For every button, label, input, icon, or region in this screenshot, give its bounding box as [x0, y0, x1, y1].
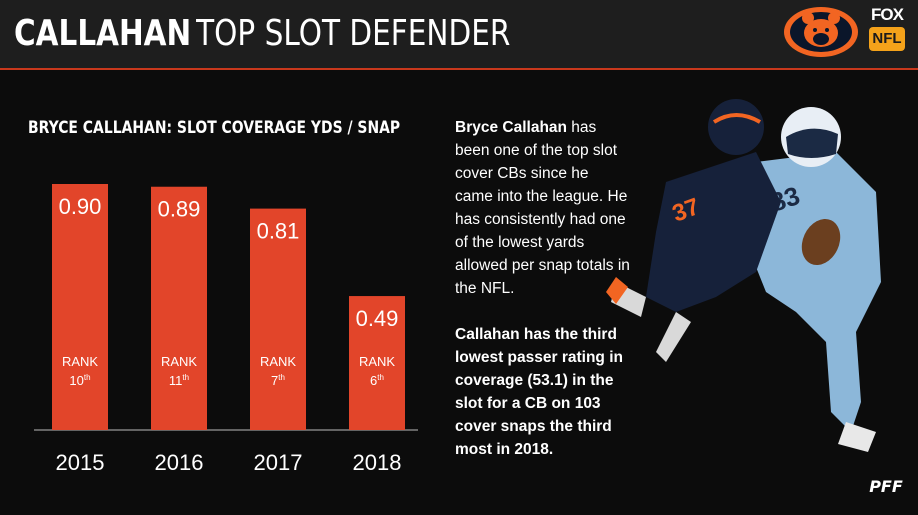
page-title: CALLAHAN TOP SLOT DEFENDER — [14, 14, 510, 54]
fox-logo-text: FOX — [871, 5, 904, 24]
value-label-2015: 0.90 — [59, 194, 102, 219]
nfl-logo-text: NFL — [869, 27, 905, 51]
description-player-name: Bryce Callahan — [455, 119, 567, 136]
bears-logo — [784, 7, 858, 57]
value-label-2017: 0.81 — [257, 219, 300, 244]
bar-chart: 0.90RANK10th20150.89RANK11th20160.81RANK… — [34, 184, 418, 475]
bar-2017 — [250, 208, 306, 430]
players-photo: 83 37 — [606, 99, 881, 452]
category-label-2015: 2015 — [56, 450, 105, 475]
value-label-2016: 0.89 — [158, 197, 201, 222]
title-subtitle: TOP SLOT DEFENDER — [196, 13, 511, 54]
description-text: Bryce Callahan has been one of the top s… — [455, 116, 630, 461]
pff-logo: PFF — [869, 477, 903, 496]
title-player-name: CALLAHAN — [14, 13, 192, 54]
bar-2015 — [52, 184, 108, 430]
description-paragraph-1-text: has been one of the top slot cover CBs s… — [455, 119, 630, 297]
description-paragraph-1: Bryce Callahan has been one of the top s… — [455, 116, 630, 300]
rank-label-2018: RANK — [359, 354, 395, 369]
chart-title: BRYCE CALLAHAN: SLOT COVERAGE YDS / SNAP — [28, 118, 401, 138]
bar-2018 — [349, 296, 405, 430]
rank-label-2017: RANK — [260, 354, 296, 369]
bar-2016 — [151, 186, 207, 430]
category-label-2016: 2016 — [155, 450, 204, 475]
fox-nfl-logo: FOX NFL — [866, 6, 908, 58]
rank-label-2016: RANK — [161, 354, 197, 369]
rank-label-2015: RANK — [62, 354, 98, 369]
category-label-2017: 2017 — [254, 450, 303, 475]
value-label-2018: 0.49 — [356, 306, 399, 331]
header-bar: CALLAHAN TOP SLOT DEFENDER FOX NFL — [0, 0, 918, 70]
category-label-2018: 2018 — [353, 450, 402, 475]
description-paragraph-2: Callahan has the third lowest passer rat… — [455, 326, 623, 458]
